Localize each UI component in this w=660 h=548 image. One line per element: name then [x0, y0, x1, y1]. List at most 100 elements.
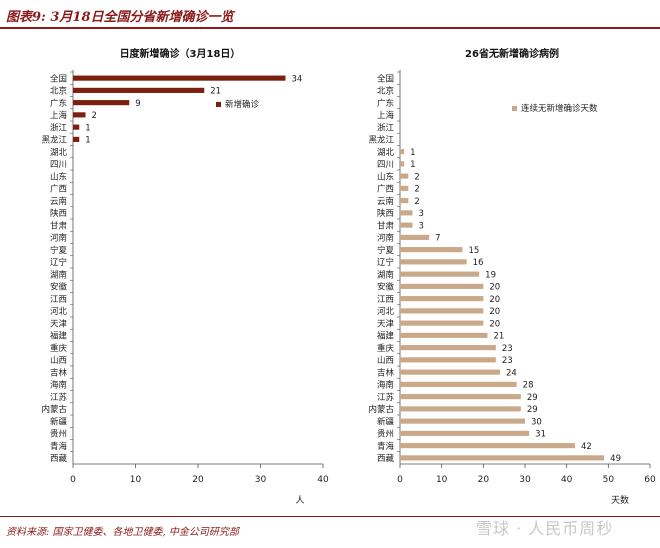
chart-title: 日度新增确诊（3月18日）	[120, 47, 241, 60]
data-label: 2	[92, 111, 97, 121]
category-label: 青海	[50, 441, 68, 452]
bar	[73, 75, 286, 81]
category-label: 宁夏	[50, 245, 68, 256]
category-label: 重庆	[50, 343, 68, 354]
data-label: 1	[410, 160, 415, 170]
x-tick-label: 60	[644, 475, 656, 485]
bar	[400, 381, 517, 387]
category-label: 江苏	[377, 392, 395, 403]
bar	[400, 283, 484, 289]
data-label: 31	[535, 430, 546, 440]
data-label: 2	[414, 185, 419, 195]
x-tick-label: 30	[255, 475, 267, 485]
data-label: 49	[610, 454, 621, 464]
bar	[400, 357, 496, 363]
category-label: 西藏	[50, 453, 68, 464]
bar	[400, 161, 405, 167]
data-label: 42	[581, 442, 592, 452]
data-label: 20	[489, 307, 500, 317]
category-label: 黑龙江	[368, 135, 394, 146]
x-tick-label: 30	[519, 475, 531, 485]
category-label: 湖南	[377, 269, 394, 280]
bar	[400, 234, 430, 240]
category-label: 陕西	[377, 208, 394, 219]
category-label: 河北	[377, 306, 395, 317]
category-label: 广西	[50, 184, 67, 195]
bar	[400, 173, 409, 179]
bar	[73, 87, 205, 93]
category-label: 重庆	[377, 343, 395, 354]
category-label: 安徽	[377, 282, 395, 293]
bar	[73, 112, 86, 118]
data-label: 2	[414, 172, 419, 182]
category-label: 湖北	[50, 148, 68, 158]
data-label: 1	[85, 123, 90, 133]
category-label: 湖北	[377, 148, 395, 158]
category-label: 内蒙古	[41, 404, 67, 415]
bar	[400, 271, 480, 277]
bar	[400, 247, 463, 253]
data-label: 19	[485, 270, 496, 280]
category-label: 江西	[377, 295, 394, 305]
category-label: 山西	[377, 355, 394, 366]
data-label: 21	[494, 332, 505, 342]
category-label: 广东	[50, 98, 67, 109]
top-rule	[0, 27, 660, 29]
bar	[73, 124, 80, 130]
category-label: 安徽	[50, 282, 68, 293]
bar	[400, 455, 605, 461]
category-label: 天津	[50, 318, 68, 329]
category-label: 江西	[50, 295, 67, 305]
data-label: 30	[531, 417, 542, 427]
bar	[400, 296, 484, 302]
category-label: 河南	[50, 233, 67, 244]
x-tick-label: 10	[130, 475, 142, 485]
category-label: 福建	[50, 331, 68, 342]
legend-swatch	[216, 102, 221, 107]
watermark: 雪球 · 人民币周秒	[476, 519, 614, 538]
bar	[400, 369, 500, 375]
category-label: 云南	[377, 196, 394, 207]
category-label: 湖南	[50, 269, 67, 280]
data-label: 24	[506, 368, 517, 378]
x-tick-label: 50	[603, 475, 615, 485]
bar	[400, 406, 521, 412]
bar	[400, 332, 488, 338]
data-label: 21	[210, 87, 221, 97]
category-label: 全国	[377, 73, 394, 84]
category-label: 全国	[50, 73, 67, 84]
category-label: 西藏	[377, 453, 395, 464]
data-label: 34	[292, 74, 303, 84]
bar	[400, 259, 467, 265]
data-label: 16	[473, 258, 484, 268]
x-tick-label: 20	[478, 475, 490, 485]
data-label: 15	[469, 246, 480, 256]
data-label: 1	[410, 148, 415, 158]
category-label: 广西	[377, 184, 394, 195]
category-label: 贵州	[50, 429, 67, 440]
category-label: 北京	[50, 86, 67, 97]
data-label: 28	[523, 381, 534, 391]
data-label: 20	[489, 319, 500, 329]
bar	[400, 210, 413, 216]
category-label: 福建	[377, 331, 395, 342]
category-label: 浙江	[377, 122, 395, 133]
data-label: 9	[135, 99, 140, 109]
category-label: 云南	[50, 196, 67, 207]
category-label: 辽宁	[377, 257, 394, 268]
chart-title: 26省无新增确诊病例	[465, 47, 559, 60]
category-label: 黑龙江	[41, 135, 67, 146]
category-label: 甘肃	[50, 220, 68, 231]
bar	[400, 443, 575, 449]
bar	[400, 308, 484, 314]
category-label: 新疆	[50, 416, 68, 427]
data-label: 23	[502, 356, 513, 366]
bar	[400, 198, 409, 204]
bar	[73, 100, 130, 106]
bar	[400, 320, 484, 326]
x-tick-label: 10	[436, 475, 448, 485]
category-label: 山西	[50, 355, 67, 366]
bar	[400, 394, 521, 400]
legend-swatch	[512, 106, 517, 111]
